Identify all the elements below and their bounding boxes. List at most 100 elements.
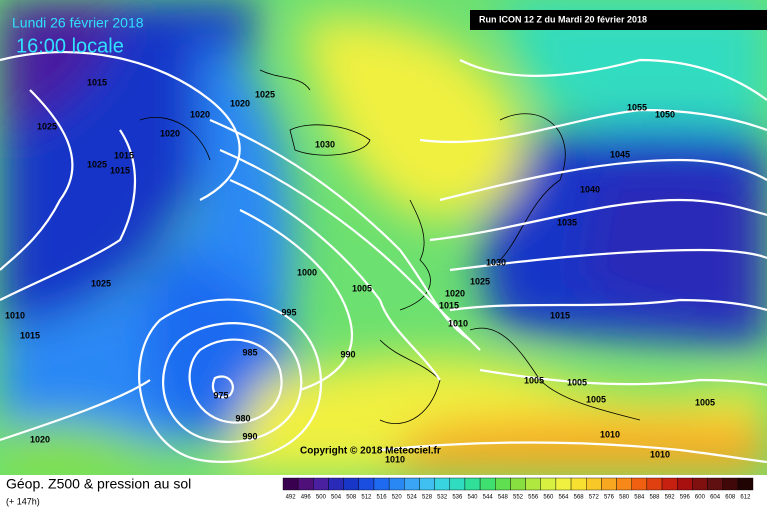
isobar-label: 1015 <box>439 300 459 310</box>
isobars <box>0 51 767 464</box>
isobar-label: 1010 <box>448 318 468 328</box>
colorbar-label: 552 <box>513 495 524 501</box>
colorbar-label: 576 <box>604 495 615 501</box>
footer-title: Géop. Z500 & pression au sol <box>6 476 191 492</box>
colorbar-label: 508 <box>346 495 357 501</box>
isobar-label: 1015 <box>550 310 570 320</box>
colorbar-swatch <box>555 477 572 491</box>
colorbar-swatch <box>707 477 723 491</box>
colorbar-label: 564 <box>558 495 569 501</box>
colorbar-label: 584 <box>634 495 645 501</box>
isobar-label: 1010 <box>5 310 25 320</box>
colorbar-label: 512 <box>361 495 372 501</box>
isobar-label: 1010 <box>650 449 670 459</box>
colorbar-label: 500 <box>316 495 327 501</box>
colorbar-swatch <box>404 477 420 491</box>
isobar-label: 1015 <box>114 150 134 160</box>
colorbar-swatch <box>661 477 678 491</box>
isobar-label: 1005 <box>567 377 587 387</box>
isobar-label: 1030 <box>315 139 335 149</box>
colorbar-swatch <box>737 477 754 491</box>
colorbar-label: 496 <box>301 495 312 501</box>
colorbar-swatch <box>495 477 511 491</box>
colorbar-swatch <box>525 477 541 491</box>
colorbar-swatch <box>616 477 632 491</box>
colorbar-swatch <box>358 477 375 491</box>
colorbar-swatch <box>479 477 496 491</box>
colorbar-label: 532 <box>437 495 448 501</box>
colorbar-swatch <box>722 477 739 491</box>
isobar-label: 1005 <box>352 283 372 293</box>
colorbar-swatch <box>434 477 450 491</box>
colorbar-swatch <box>282 477 299 491</box>
isobar-label: 1055 <box>627 102 647 112</box>
colorbar-swatch <box>388 477 405 491</box>
isobar-label: 1025 <box>470 276 490 286</box>
run-info: Run ICON 12 Z du Mardi 20 février 2018 <box>479 14 647 24</box>
isobar-label: 1025 <box>37 121 57 131</box>
colorbar-swatch <box>631 477 648 491</box>
colorbar-swatch <box>601 477 617 491</box>
colorbar-label: 492 <box>286 495 297 501</box>
isobar-label: 1020 <box>190 109 210 119</box>
isobar-label: 990 <box>340 349 355 359</box>
colorbar-swatch <box>510 477 526 491</box>
colorbar-swatch <box>373 477 390 491</box>
isobar-label: 1000 <box>297 267 317 277</box>
isobar-label: 1015 <box>20 330 40 340</box>
colorbar-label: 600 <box>695 495 706 501</box>
isobar-label: 1015 <box>87 77 107 87</box>
colorbar-swatch <box>540 477 557 491</box>
colorbar-swatch <box>419 477 435 491</box>
isobar-label: 1010 <box>385 454 405 464</box>
colorbar-swatch <box>692 477 708 491</box>
colorbar-label: 544 <box>483 495 494 501</box>
colorbar-label: 556 <box>528 495 539 501</box>
isobar-label: 985 <box>242 347 257 357</box>
isobar-label: 1020 <box>445 288 465 298</box>
isobar-label: 1025 <box>91 278 111 288</box>
colorbar-label: 516 <box>377 495 388 501</box>
colorbar-label: 596 <box>680 495 691 501</box>
colorbar-label: 504 <box>331 495 342 501</box>
isobar-label: 1020 <box>160 128 180 138</box>
isobar-label: 975 <box>213 390 228 400</box>
colorbar-swatch <box>464 477 481 491</box>
lead-time: (+ 147h) <box>6 496 40 506</box>
colorbar-swatch <box>328 477 344 491</box>
isobar-label: 1025 <box>255 89 275 99</box>
z500-field <box>0 0 767 475</box>
colorbar: 492 496 500 504 508 512 516 520 524 528 532 536 540 5… <box>282 477 754 501</box>
isobar-label: 1050 <box>655 109 675 119</box>
colorbar-label: 568 <box>574 495 585 501</box>
valid-date: Lundi 26 février 2018 <box>12 15 144 31</box>
colorbar-label: 612 <box>740 495 751 501</box>
isobar-label: 1005 <box>524 375 544 385</box>
isobar-label: 1045 <box>610 149 630 159</box>
colorbar-label: 548 <box>498 495 509 501</box>
colorbar-swatch <box>297 477 314 491</box>
colorbar-label: 536 <box>452 495 463 501</box>
colorbar-label: 540 <box>468 495 479 501</box>
isobar-label: 1005 <box>695 397 715 407</box>
isobar-label: 1015 <box>110 165 130 175</box>
valid-time: 16:00 locale <box>16 35 124 57</box>
isobar-labels: 1015102510201020102010251015102510151030… <box>5 77 715 464</box>
colorbar-label: 520 <box>392 495 403 501</box>
copyright: Copyright © 2018 Meteociel.fr <box>300 446 441 457</box>
isobar-label: 995 <box>281 307 296 317</box>
isobar-label: 1020 <box>230 98 250 108</box>
isobar-label: 980 <box>235 413 250 423</box>
colorbar-label: 580 <box>619 495 630 501</box>
colorbar-label: 592 <box>665 495 676 501</box>
isobar-label: 1025 <box>87 159 107 169</box>
colorbar-swatch <box>646 477 663 491</box>
coastlines <box>139 69 641 424</box>
isobar-label: 1020 <box>30 434 50 444</box>
isobar-label: 1005 <box>586 394 606 404</box>
colorbar-swatch <box>343 477 360 491</box>
colorbar-swatch <box>586 477 602 491</box>
isobar-label: 1010 <box>600 429 620 439</box>
colorbar-label: 572 <box>589 495 600 501</box>
isobar-label: 1030 <box>486 257 506 267</box>
